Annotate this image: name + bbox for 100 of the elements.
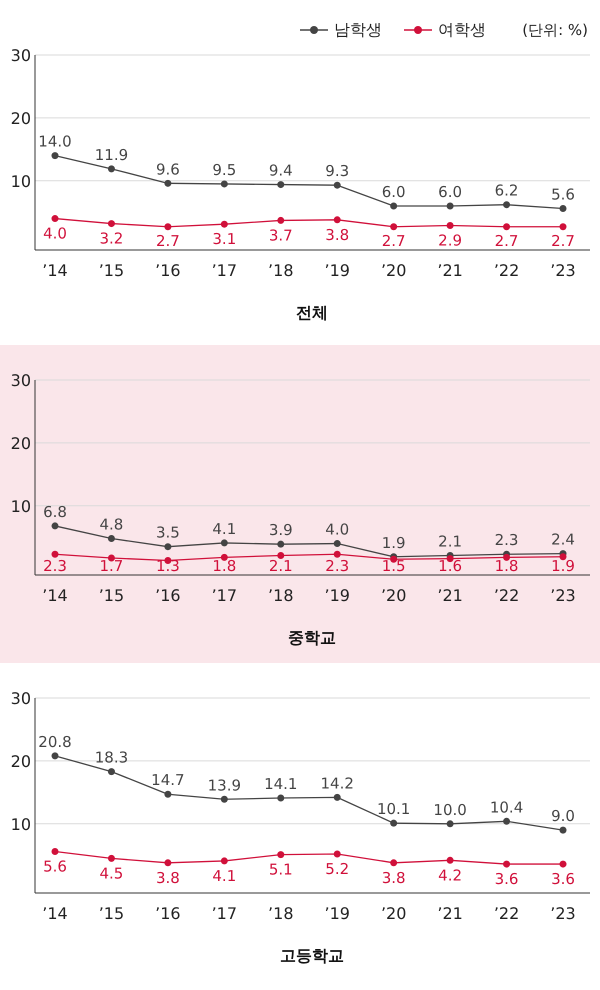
data-label: 10.0	[433, 800, 467, 819]
data-label: 3.2	[100, 230, 124, 248]
data-label: 1.8	[494, 557, 518, 575]
data-label: 4.0	[325, 520, 350, 539]
data-label: 3.6	[551, 870, 575, 888]
data-label: 9.3	[325, 162, 350, 180]
data-label: 1.6	[438, 557, 462, 575]
data-label: 2.4	[551, 530, 575, 549]
x-tick-label: ’15	[98, 586, 124, 605]
point	[446, 820, 454, 828]
point	[560, 204, 566, 212]
data-label: 1.7	[100, 557, 124, 575]
point	[390, 223, 398, 230]
y-tick-label: 20	[10, 434, 31, 453]
x-tick-label: ’14	[42, 904, 68, 923]
data-label: 3.5	[156, 524, 180, 542]
y-tick-label: 20	[10, 752, 31, 771]
data-label: 2.7	[156, 232, 180, 250]
x-tick-label: ’23	[550, 586, 576, 605]
x-tick-label: ’17	[212, 904, 238, 923]
y-tick-label: 30	[10, 46, 31, 65]
x-tick-label: ’21	[437, 586, 463, 605]
point	[164, 180, 172, 187]
data-label: 3.6	[494, 870, 518, 888]
x-tick-label: ’22	[494, 586, 520, 605]
point	[108, 854, 115, 862]
point	[108, 165, 115, 172]
x-tick-label: ’16	[155, 261, 181, 280]
data-label: 2.7	[551, 232, 575, 250]
text: (단위: %)	[522, 21, 588, 39]
data-label: 10.1	[376, 800, 410, 818]
point	[220, 180, 228, 188]
point	[503, 860, 510, 868]
text: 고등학교	[280, 946, 344, 965]
x-tick-label: ’19	[324, 586, 350, 605]
x-tick-label: ’16	[155, 586, 181, 605]
y-tick-label: 10	[10, 814, 31, 834]
data-label: 2.1	[438, 532, 462, 550]
data-label: 2.1	[268, 557, 293, 575]
data-label: 3.7	[268, 226, 293, 244]
data-label: 4.2	[438, 866, 462, 884]
y-tick-label: 20	[10, 108, 31, 128]
point	[560, 223, 566, 230]
y-tick-label: 10	[10, 496, 31, 516]
data-label: 13.9	[208, 776, 242, 794]
data-label: 2.3	[325, 557, 350, 575]
point	[164, 223, 172, 230]
data-label: 11.9	[94, 146, 128, 164]
data-label: 14.0	[38, 132, 72, 151]
x-tick-label: ’23	[550, 261, 576, 280]
x-tick-label: ’19	[324, 261, 350, 280]
text: 중학교	[288, 628, 336, 647]
y-tick-label: 30	[10, 371, 31, 390]
y-tick-label: 30	[10, 689, 31, 708]
data-label: 5.6	[43, 857, 67, 876]
data-label: 9.0	[551, 807, 575, 826]
point	[52, 152, 58, 160]
x-tick-label: ’14	[42, 586, 68, 605]
data-label: 5.2	[325, 860, 350, 878]
x-tick-label: ’17	[212, 261, 238, 280]
point	[334, 540, 341, 548]
data-label: 4.5	[100, 864, 124, 882]
data-label: 1.9	[382, 534, 406, 552]
point	[52, 550, 58, 558]
data-label: 4.8	[100, 516, 124, 534]
data-label: 14.7	[151, 771, 185, 790]
point	[334, 850, 341, 858]
data-label: 1.9	[551, 557, 575, 575]
x-tick-label: ’18	[268, 586, 294, 605]
data-label: 18.3	[94, 748, 128, 767]
point	[220, 539, 228, 546]
x-tick-label: ’16	[155, 904, 181, 923]
point	[220, 857, 228, 864]
data-label: 1.8	[212, 557, 236, 575]
data-label: 2.3	[494, 531, 518, 550]
point	[446, 202, 454, 210]
data-label: 4.1	[212, 866, 236, 885]
x-tick-label: ’20	[380, 261, 406, 280]
point	[164, 859, 172, 866]
x-tick-label: ’21	[437, 261, 463, 280]
data-label: 5.6	[551, 185, 575, 204]
x-tick-label: ’18	[268, 261, 294, 280]
data-label: 3.1	[212, 230, 236, 248]
point	[277, 794, 284, 802]
point	[108, 768, 115, 776]
data-label: 3.8	[382, 868, 406, 887]
point	[560, 860, 566, 868]
data-label: 2.3	[43, 557, 67, 575]
point	[164, 543, 172, 550]
point	[220, 796, 228, 803]
data-label: 10.4	[490, 798, 524, 816]
data-label: 4.1	[212, 520, 236, 538]
point	[503, 223, 510, 230]
data-label: 5.1	[268, 860, 293, 879]
x-tick-label: ’20	[380, 904, 406, 923]
data-label: 2.9	[438, 231, 462, 250]
x-tick-label: ’15	[98, 904, 124, 923]
point	[52, 522, 58, 530]
x-tick-label: ’23	[550, 904, 576, 923]
x-tick-label: ’19	[324, 904, 350, 923]
